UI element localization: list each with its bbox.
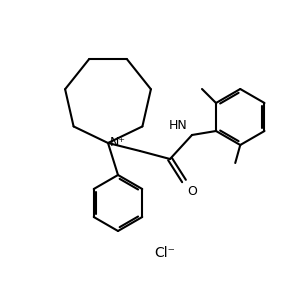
Text: Cl⁻: Cl⁻	[154, 246, 176, 260]
Text: N⁺: N⁺	[110, 137, 126, 149]
Text: O: O	[187, 185, 197, 198]
Text: HN: HN	[169, 119, 188, 132]
